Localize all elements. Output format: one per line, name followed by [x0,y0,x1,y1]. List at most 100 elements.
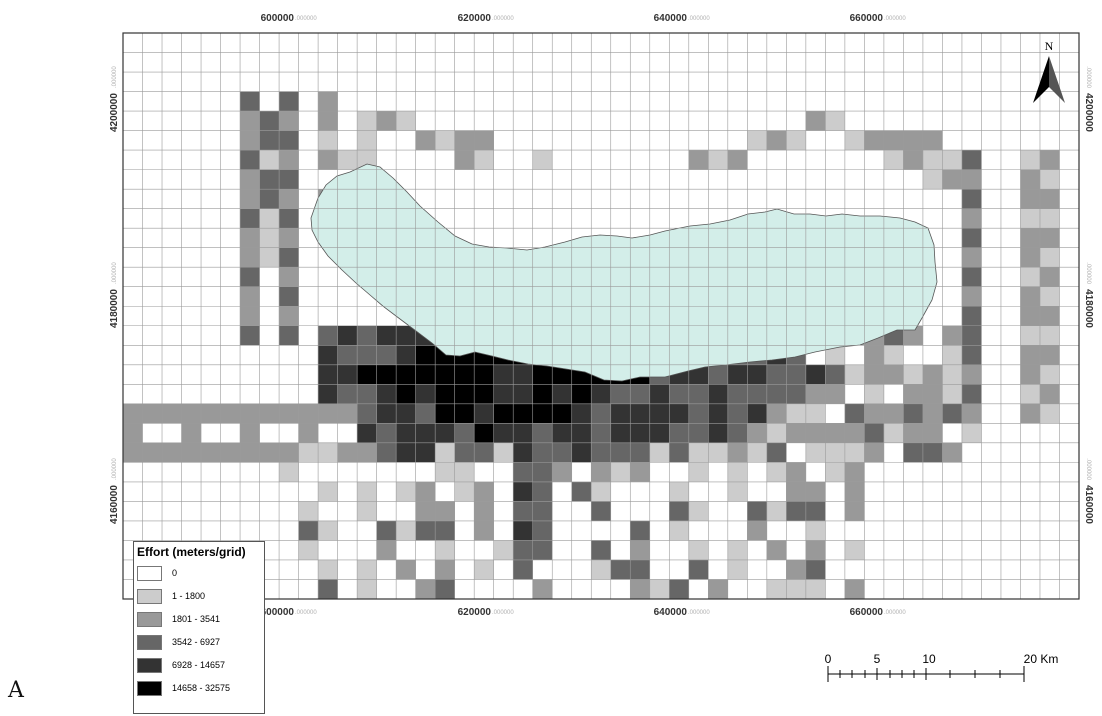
x-coordinate-suffix: .000000 [492,610,514,616]
effort-cell [805,442,826,463]
effort-cell [513,540,533,560]
effort-cell [259,403,280,424]
effort-cell [591,481,611,502]
effort-cell [396,111,416,131]
y-coordinate-label: 4200000 [109,93,120,132]
effort-cell [942,150,962,170]
effort-cell [240,247,260,268]
effort-cell [805,520,826,541]
effort-cell [220,442,241,463]
effort-cell [532,150,553,170]
effort-cell [942,403,962,424]
effort-cell [630,403,650,424]
effort-cell [708,150,728,170]
effort-cell [766,384,787,404]
effort-cell [415,481,436,502]
north-arrow-right-icon [1049,56,1065,103]
x-coordinate-label: 600000 [261,607,295,618]
effort-cell [493,423,514,443]
effort-cell [903,403,923,424]
effort-cell [669,520,689,541]
effort-cell [435,559,455,580]
effort-cell [786,364,806,385]
effort-cell [1020,364,1040,385]
effort-cell [396,481,416,502]
effort-cell [805,384,826,404]
effort-cell [181,403,202,424]
effort-cell [630,462,650,482]
effort-cell [552,364,572,385]
effort-cell [747,423,767,443]
effort-cell [942,345,962,365]
effort-cell [513,520,533,541]
effort-cell [493,442,514,463]
effort-cell [318,345,338,365]
effort-cell [298,403,319,424]
effort-cell [376,520,397,541]
effort-cell [766,501,787,521]
x-coordinate-label: 600000 [261,13,295,24]
y-coordinate-label: 4200000 [1083,93,1094,132]
island-sao-miguel [310,163,938,382]
effort-cell [786,462,806,482]
effort-cell [630,442,650,463]
effort-cell [883,150,904,170]
effort-cell [435,520,455,541]
effort-cell [415,501,436,521]
effort-cell [688,559,709,580]
effort-cell [532,462,553,482]
effort-cell [357,384,377,404]
effort-cell [610,462,631,482]
effort-cell [142,403,163,424]
effort-cell [844,540,865,560]
effort-cell [571,423,592,443]
effort-cell [747,403,767,424]
effort-cell [435,130,455,151]
effort-cell [454,130,475,151]
effort-cell [240,208,260,229]
effort-cell [903,423,923,443]
effort-cell [669,384,689,404]
effort-cell [903,364,923,385]
effort-cell [357,345,377,365]
effort-cell [532,423,553,443]
effort-cell [318,91,338,112]
effort-cell [357,403,377,424]
effort-cell [883,345,904,365]
effort-cell [474,481,494,502]
effort-cell [903,325,923,346]
effort-cell [610,559,631,580]
effort-cell [435,384,455,404]
effort-cell [454,423,475,443]
effort-cell [298,501,319,521]
effort-cell [942,442,962,463]
effort-cell [279,403,299,424]
effort-cell [591,559,611,580]
effort-cell [825,384,845,404]
effort-cell [493,540,514,560]
effort-cell [337,325,358,346]
legend-label: 6928 - 14657 [172,660,226,670]
effort-cell [376,442,397,463]
effort-cell [844,364,865,385]
effort-cell [805,481,826,502]
effort-cell [708,442,728,463]
x-coordinate-label: 620000 [458,607,492,618]
effort-cell [864,364,884,385]
effort-cell [1020,267,1040,287]
effort-cell [279,267,299,287]
effort-cell [298,520,319,541]
x-coordinate-suffix: .000000 [884,16,906,22]
effort-cell [864,403,884,424]
effort-cell [493,364,514,385]
effort-cell [786,481,806,502]
effort-cell [805,559,826,580]
effort-cell [825,442,845,463]
effort-cell [630,423,650,443]
effort-cell [1020,384,1040,404]
effort-cell [1039,267,1060,287]
effort-cell [649,384,670,404]
effort-cell [474,501,494,521]
effort-cell [727,150,748,170]
x-coordinate-suffix: .000000 [884,610,906,616]
